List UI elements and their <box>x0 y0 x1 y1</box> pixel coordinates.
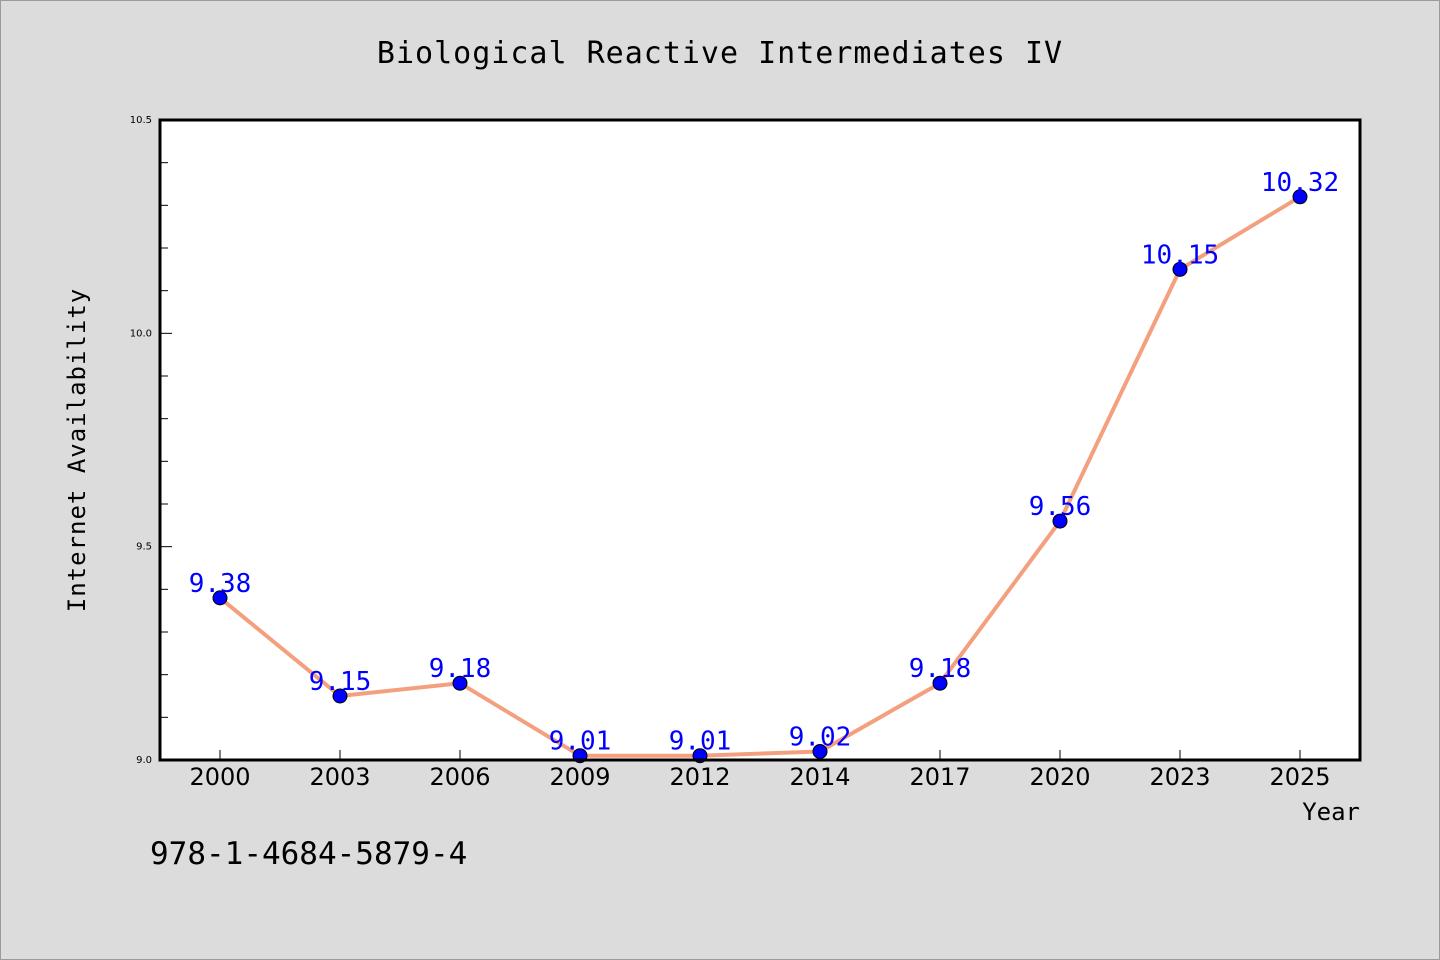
y-tick-label: 9.5 <box>136 542 152 553</box>
data-label: 9.38 <box>189 569 252 599</box>
x-tick-label: 2006 <box>429 763 490 791</box>
data-label: 9.18 <box>909 654 972 684</box>
x-tick-label: 2023 <box>1149 763 1210 791</box>
chart-title: Biological Reactive Intermediates IV <box>377 36 1063 71</box>
x-axis-ticks: 2000 2003 2006 2009 2012 2014 2017 2020 2023 2025 <box>189 750 1331 791</box>
plot-frame <box>158 118 1362 762</box>
data-point <box>812 743 828 759</box>
data-point <box>452 675 468 691</box>
data-point <box>1052 513 1068 529</box>
data-label: 9.01 <box>549 727 612 757</box>
y-axis-label: Internet Availability <box>63 288 91 612</box>
data-point <box>1292 189 1308 205</box>
plot-area <box>160 120 1360 760</box>
data-label: 10.15 <box>1141 240 1219 270</box>
isbn-text: 978-1-4684-5879-4 <box>150 836 467 872</box>
data-label: 9.15 <box>309 667 372 697</box>
data-point <box>932 675 948 691</box>
data-label: 10.32 <box>1261 168 1339 198</box>
y-tick-label: 10.0 <box>130 328 152 339</box>
y-tick-label: 10.5 <box>130 115 152 126</box>
data-label: 9.18 <box>429 654 492 684</box>
x-tick-label: 2014 <box>789 763 850 791</box>
data-point <box>332 688 348 704</box>
x-tick-label: 2012 <box>669 763 730 791</box>
x-tick-label: 2003 <box>309 763 370 791</box>
x-axis-label: Year <box>1302 798 1360 826</box>
x-tick-label: 2017 <box>909 763 970 791</box>
x-tick-label: 2025 <box>1269 763 1330 791</box>
data-label: 9.02 <box>789 722 852 752</box>
y-tick-label: 9.0 <box>136 755 152 766</box>
series-line-group <box>212 189 1308 764</box>
series-line <box>218 195 1302 758</box>
data-point <box>212 590 228 606</box>
x-tick-label: 2009 <box>549 763 610 791</box>
data-point <box>1172 261 1188 277</box>
x-tick-label: 2020 <box>1029 763 1090 791</box>
data-label: 9.01 <box>669 727 732 757</box>
x-tick-label: 2000 <box>189 763 250 791</box>
data-label: 9.56 <box>1029 492 1092 522</box>
data-labels-group: 9.38 9.15 9.18 9.01 9.01 9.02 9.18 9.56 10.15 10.… <box>189 168 1339 757</box>
